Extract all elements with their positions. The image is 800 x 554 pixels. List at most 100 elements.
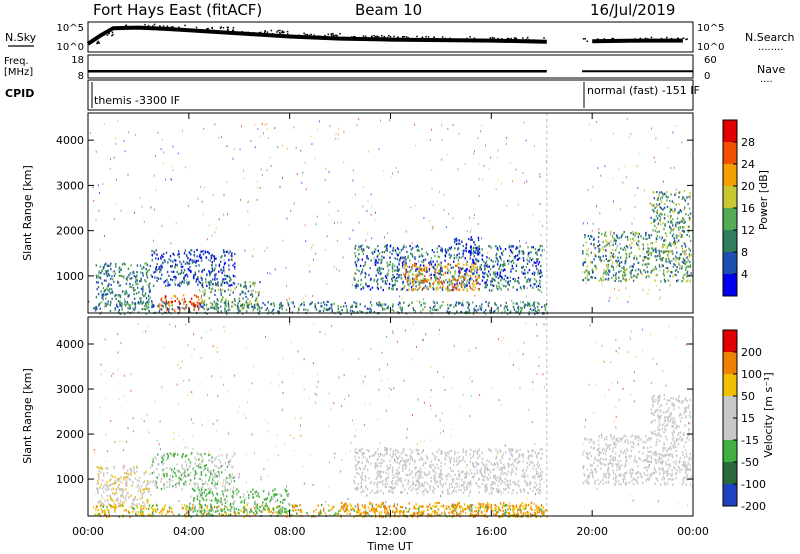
noise-cell [468,495,470,497]
noise-cell [642,288,644,291]
noise-cell [627,300,629,303]
echo-cell [115,491,117,495]
echo-cell [450,266,453,269]
echo-cell [108,283,110,286]
echo-cell [227,300,230,303]
echo-cell [466,268,468,271]
echo-cell [460,283,462,286]
echo-cell [588,278,590,281]
noise-cell [590,138,592,141]
nsky-point [270,29,273,32]
echo-cell [505,511,507,514]
noise-cell [349,450,351,453]
echo-cell [399,512,401,515]
echo-cell [618,270,620,273]
echo-cell [504,310,506,313]
echo-cell [437,277,439,280]
echo-cell [132,307,134,310]
echo-cell [538,247,541,250]
echo-cell [412,281,414,284]
echo-cell [504,285,507,288]
echo-cell [472,252,474,255]
noise-cell [279,186,281,188]
echo-cell [243,515,245,518]
noise-cell [468,349,470,352]
echo-cell [616,260,618,263]
echo-cell [424,275,426,278]
echo-cell [486,506,489,509]
echo-cell [203,300,206,303]
echo-cell [642,259,644,262]
echo-cell [669,242,672,245]
echo-cell [227,304,230,307]
noise-cell [191,391,193,394]
echo-cell [183,300,185,304]
noise-cell [587,189,589,192]
echo-cell [151,275,153,278]
echo-cell [528,269,531,272]
noise-cell [383,169,385,172]
echo-cell [196,304,199,307]
echo-cell [507,280,509,283]
echo-cell [104,289,107,292]
echo-cell [670,244,672,247]
echo-cell [225,301,227,304]
echo-cell [257,305,260,308]
noise-cell [470,394,472,397]
echo-cell [474,262,477,265]
echo-cell [146,262,148,265]
echo-cell [398,275,401,278]
noise-cell [161,225,163,227]
echo-cell [119,502,121,505]
echo-cell [394,282,396,285]
echo-cell [378,258,380,261]
echo-cell [206,273,208,276]
echo-cell [674,241,676,244]
echo-cell [206,505,208,508]
echo-cell [318,310,320,313]
echo-cell [220,268,222,271]
echo-cell [678,210,680,214]
echo-cell [359,303,361,306]
echo-cell [517,280,519,283]
noise-cell [423,401,425,404]
echo-cell [183,279,185,282]
noise-cell [431,187,433,190]
echo-cell [97,481,99,484]
noise-cell [641,350,643,353]
echo-cell [658,214,660,217]
echo-cell [449,310,451,313]
echo-cell [471,283,473,286]
echo-cell [142,285,144,288]
echo-cell [492,265,494,268]
echo-cell [126,481,128,485]
echo-cell [655,247,657,250]
echo-cell [678,234,680,237]
noise-cell [256,180,258,183]
noise-cell [424,467,426,470]
echo-cell [272,302,275,305]
echo-cell [97,509,99,512]
noise-cell [654,203,656,206]
colorbar-cell [723,208,737,230]
echo-cell [436,271,439,274]
noise-cell [389,119,391,122]
echo-cell [250,290,253,293]
echo-cell [612,268,615,271]
echo-cell [189,311,191,314]
echo-cell [670,227,672,230]
echo-cell [391,277,393,281]
echo-cell [471,301,474,304]
echo-cell [509,276,511,279]
echo-cell [102,505,104,509]
noise-cell [362,186,364,189]
noise-cell [286,485,288,488]
echo-cell [169,255,172,258]
noise-cell [533,145,535,148]
echo-cell [676,217,679,220]
echo-cell [136,271,138,274]
echo-cell [456,282,458,285]
echo-cell [586,277,589,280]
noise-cell [386,335,388,338]
echo-cell [234,253,236,256]
